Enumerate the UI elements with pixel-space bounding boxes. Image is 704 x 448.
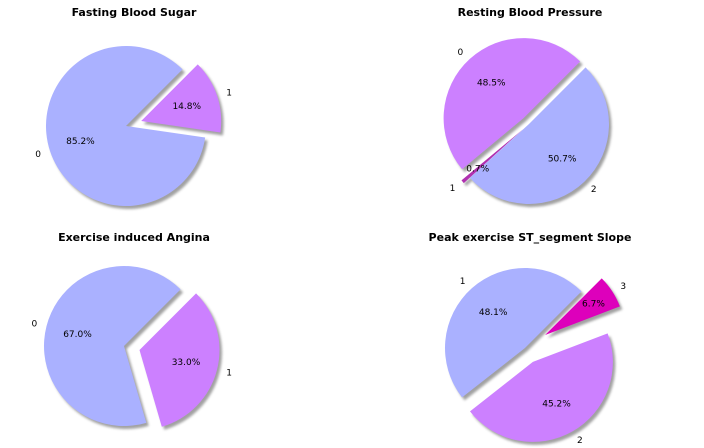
slices <box>46 46 222 207</box>
pie-chart-1: Fasting Blood Sugar 0 85.2% 1 14.8% <box>35 6 232 209</box>
slice-percent-label: 45.2% <box>542 400 571 410</box>
pie-slice-1 <box>141 64 222 133</box>
pie-chart-2: Resting Blood Pressure 0 48.5% 1 0.7% 2 50.7% <box>443 6 612 207</box>
pie-slice-2 <box>469 67 609 204</box>
slice-labels: 0 85.2% 1 14.8% <box>35 89 232 160</box>
slices <box>43 266 220 427</box>
slice-category-label: 2 <box>591 185 597 195</box>
slice-category-label: 3 <box>620 282 626 292</box>
slice-percent-label: 50.7% <box>548 155 577 165</box>
slice-percent-label: 85.2% <box>66 137 95 147</box>
pie-chart-4: Peak exercise ST_segment Slope 1 48.1% 2 45.… <box>429 231 632 446</box>
slice-labels: 0 67.0% 1 33.0% <box>31 320 232 379</box>
slice-percent-label: 33.0% <box>172 358 201 368</box>
slice-percent-label: 48.5% <box>477 79 506 89</box>
chart-title: Exercise induced Angina <box>58 231 210 244</box>
pie-slice-0 <box>46 46 206 207</box>
slice-category-label: 0 <box>457 48 463 58</box>
pie-slice-3 <box>545 278 620 335</box>
pie-slice-1 <box>444 267 582 398</box>
slice-category-label: 1 <box>226 89 232 99</box>
slice-category-label: 2 <box>577 436 583 446</box>
slice-category-label: 1 <box>450 184 456 194</box>
slices <box>443 38 609 204</box>
slice-labels: 0 48.5% 1 0.7% 2 50.7% <box>450 48 597 195</box>
slice-category-label: 0 <box>35 150 41 160</box>
slice-category-label: 0 <box>31 320 37 330</box>
chart-title: Fasting Blood Sugar <box>72 6 197 19</box>
pie-slice-1 <box>461 129 523 184</box>
pie-slice-0 <box>443 38 581 170</box>
pie-slice-0 <box>43 266 181 426</box>
slice-percent-label: 48.1% <box>479 308 508 318</box>
slice-category-label: 1 <box>460 277 466 287</box>
slice-labels: 1 48.1% 2 45.2% 3 6.7% <box>460 277 626 446</box>
slice-percent-label: 67.0% <box>63 330 92 340</box>
slices <box>444 267 620 442</box>
chart-title: Resting Blood Pressure <box>458 6 603 19</box>
slice-percent-label: 0.7% <box>466 165 489 175</box>
slice-percent-label: 6.7% <box>582 300 605 310</box>
slice-percent-label: 14.8% <box>172 102 201 112</box>
slice-category-label: 1 <box>226 368 232 378</box>
pie-chart-3: Exercise induced Angina 0 67.0% 1 33.0% <box>31 231 232 430</box>
chart-title: Peak exercise ST_segment Slope <box>429 231 632 244</box>
pie-slice-1 <box>139 293 220 427</box>
pie-slice-2 <box>469 333 613 442</box>
